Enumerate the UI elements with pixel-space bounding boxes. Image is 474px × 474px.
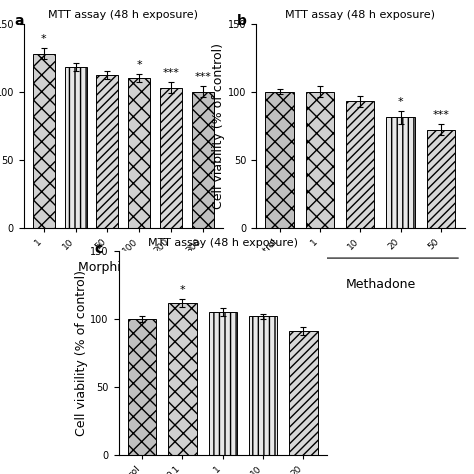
Title: MTT assay (48 h exposure): MTT assay (48 h exposure) <box>48 10 198 20</box>
Text: Methadone: Methadone <box>345 278 416 292</box>
Bar <box>33 54 55 228</box>
Title: MTT assay (48 h exposure): MTT assay (48 h exposure) <box>148 237 298 247</box>
Bar <box>289 331 318 455</box>
Text: *: * <box>41 34 46 44</box>
Text: b: b <box>237 14 247 28</box>
Bar <box>386 118 415 228</box>
Bar <box>265 91 294 228</box>
Bar <box>160 88 182 228</box>
Text: *: * <box>180 285 185 295</box>
Bar <box>249 317 277 455</box>
Text: a: a <box>14 14 24 28</box>
Bar <box>96 75 118 228</box>
Y-axis label: Cell viability (% of control): Cell viability (% of control) <box>74 270 88 436</box>
Text: *: * <box>398 97 403 107</box>
Text: ***: *** <box>432 110 449 120</box>
Bar <box>209 312 237 455</box>
Bar <box>427 130 455 228</box>
Text: ***: *** <box>163 68 179 78</box>
Text: c: c <box>95 242 103 256</box>
Text: ***: *** <box>194 72 211 82</box>
Bar <box>128 78 150 228</box>
Bar <box>306 91 334 228</box>
Text: *: * <box>137 60 142 70</box>
Bar <box>168 303 197 455</box>
X-axis label: Morphine (μM): Morphine (μM) <box>78 261 169 273</box>
Bar <box>346 101 374 228</box>
Title: MTT assay (48 h exposure): MTT assay (48 h exposure) <box>285 10 435 20</box>
Y-axis label: Cell viability (% of control): Cell viability (% of control) <box>212 43 225 209</box>
Bar <box>64 67 87 228</box>
Bar <box>128 319 156 455</box>
Bar <box>191 91 214 228</box>
